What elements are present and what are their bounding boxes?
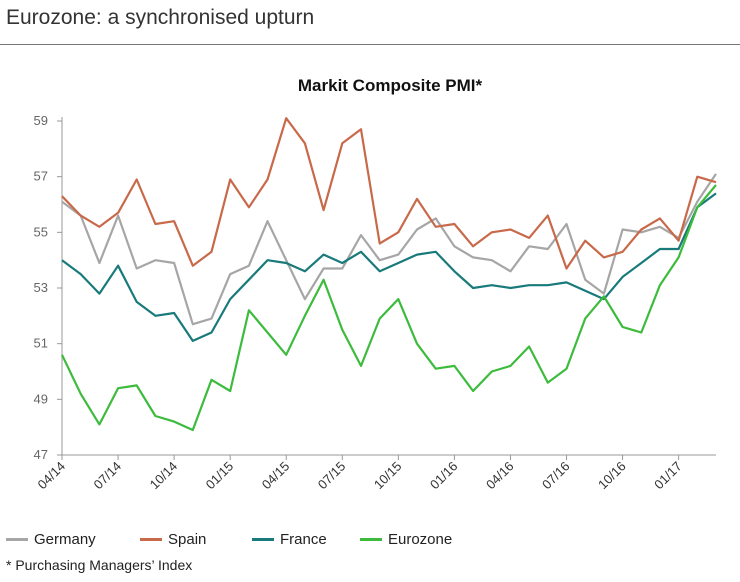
chart-title: Markit Composite PMI*: [298, 76, 483, 95]
x-tick-label: 10/15: [371, 459, 405, 493]
x-tick-label: 04/15: [259, 459, 293, 493]
y-tick-label: 59: [34, 113, 48, 128]
x-tick-label: 04/14: [35, 459, 69, 493]
pmi-line-chart: Markit Composite PMI* 47 49 51 53 55 57 59 04/…: [34, 76, 717, 493]
series-line-eurozone: [61, 184, 717, 432]
y-tick-labels: 47 49 51 53 55 57 59: [34, 113, 48, 462]
x-tick-label: 01/16: [427, 459, 461, 493]
y-tick-label: 47: [34, 447, 48, 462]
legend-item-france: France: [252, 531, 327, 548]
y-tick-label: 55: [34, 224, 48, 239]
x-tick-label: 07/15: [315, 459, 349, 493]
chart-axes: [57, 117, 716, 460]
series-line-germany: [61, 173, 717, 326]
x-tick-label: 07/16: [539, 459, 573, 493]
page-title: Eurozone: a synchronised upturn: [6, 6, 315, 29]
title-divider: [0, 44, 740, 45]
x-tick-label: 10/14: [147, 459, 181, 493]
y-tick-label: 53: [34, 280, 48, 295]
x-tick-label: 10/16: [595, 459, 629, 493]
legend-label-spain: Spain: [168, 531, 207, 548]
chart-legend: Germany Spain France Eurozone: [0, 531, 740, 551]
series-line-spain: [61, 117, 717, 270]
legend-item-spain: Spain: [140, 531, 206, 548]
series-lines: [61, 117, 717, 432]
footnote: * Purchasing Managers’ Index: [6, 557, 193, 573]
legend-item-eurozone: Eurozone: [360, 531, 452, 548]
legend-swatch-eurozone: [360, 538, 382, 541]
x-tick-label: 01/17: [651, 459, 685, 493]
y-tick-label: 51: [34, 336, 48, 351]
y-tick-label: 49: [34, 391, 48, 406]
legend-item-germany: Germany: [6, 531, 96, 548]
legend-swatch-germany: [6, 538, 28, 541]
x-tick-labels: 04/14 07/14 10/14 01/15 04/15 07/15 10/15 01/16…: [35, 459, 685, 493]
x-tick-label: 07/14: [91, 459, 125, 493]
legend-swatch-france: [252, 538, 274, 541]
x-tick-label: 01/15: [203, 459, 237, 493]
legend-swatch-spain: [140, 538, 162, 541]
x-tick-label: 04/16: [483, 459, 517, 493]
legend-label-germany: Germany: [34, 531, 96, 548]
y-tick-label: 57: [34, 169, 48, 184]
legend-label-france: France: [280, 531, 327, 548]
legend-label-eurozone: Eurozone: [388, 531, 453, 548]
series-line-france: [61, 192, 717, 342]
